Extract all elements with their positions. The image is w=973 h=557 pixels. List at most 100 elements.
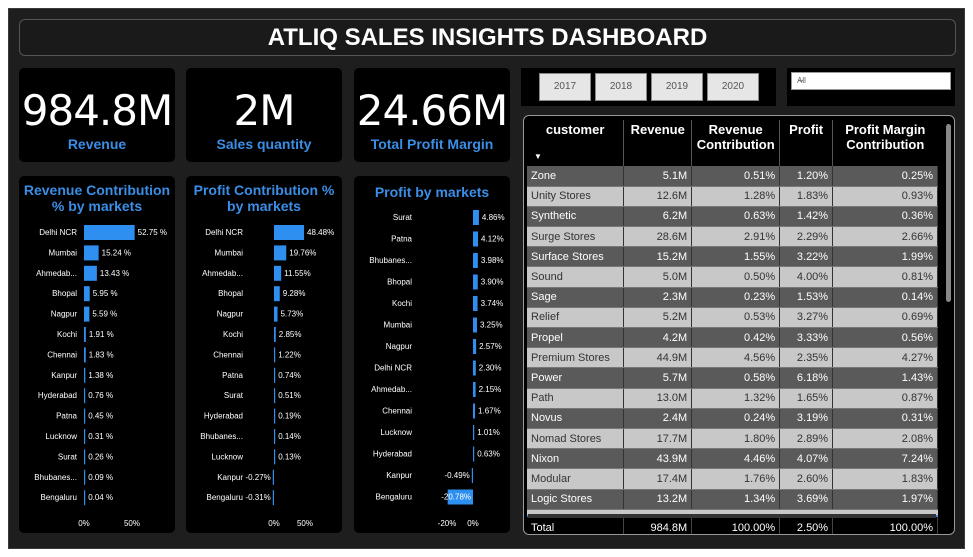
bar[interactable]	[473, 274, 478, 290]
bar[interactable]	[272, 490, 274, 506]
year-button-2019[interactable]: 2019	[651, 73, 703, 101]
table-row[interactable]: Surge Stores 28.6M 2.91% 2.29% 2.66%	[527, 226, 938, 248]
bar[interactable]	[84, 367, 86, 383]
value-cell: 2.08%	[832, 428, 938, 450]
category-label: Bengaluru	[376, 493, 412, 502]
bar[interactable]	[274, 429, 276, 444]
data-label: 0.51%	[278, 391, 301, 400]
bar[interactable]	[84, 449, 86, 465]
bar[interactable]	[274, 347, 276, 363]
bar[interactable]	[473, 382, 476, 397]
horizontal-scrollbar[interactable]	[528, 514, 936, 518]
table-row[interactable]: Sage 2.3M 0.23% 1.53% 0.14%	[527, 287, 938, 308]
bar[interactable]	[274, 265, 282, 281]
value-cell: 0.58%	[691, 367, 781, 389]
bar[interactable]	[84, 429, 86, 444]
value-cell: 3.19%	[779, 408, 834, 429]
data-label: -0.49%	[444, 471, 469, 480]
bar[interactable]	[274, 306, 278, 322]
bar[interactable]	[274, 367, 276, 383]
bar[interactable]	[84, 469, 86, 485]
column-header[interactable]: Revenue Contribution	[691, 120, 781, 166]
kpi-profit-margin-card: 24.66M Total Profit Margin	[354, 68, 510, 162]
bar[interactable]	[274, 245, 287, 261]
table-row[interactable]: Nomad Stores 17.7M 1.80% 2.89% 2.08%	[527, 428, 938, 450]
column-header[interactable]: Revenue	[623, 120, 693, 166]
bar[interactable]	[473, 231, 479, 247]
column-header[interactable]: customer	[527, 120, 625, 166]
bar[interactable]	[473, 339, 477, 354]
bar[interactable]	[84, 347, 86, 363]
table-row[interactable]: Premium Stores 44.9M 4.56% 2.35% 4.27%	[527, 347, 938, 369]
column-header[interactable]: Profit	[779, 120, 834, 166]
bar[interactable]	[84, 225, 135, 240]
title-bar: ATLIQ SALES INSIGHTS DASHBOARD	[19, 19, 956, 56]
value-cell: 4.2M	[623, 327, 693, 349]
bar[interactable]	[473, 446, 475, 462]
vertical-scrollbar[interactable]	[946, 124, 951, 302]
value-cell: 43.9M	[623, 448, 693, 470]
bar[interactable]	[473, 296, 478, 311]
table-row[interactable]: Zone 5.1M 0.51% 1.20% 0.25%	[527, 166, 938, 187]
bar[interactable]	[274, 408, 276, 424]
year-button-2017[interactable]: 2017	[539, 73, 591, 101]
table-row[interactable]: Modular 17.4M 1.76% 2.60% 1.83%	[527, 468, 938, 490]
bar[interactable]	[84, 306, 90, 322]
bar[interactable]	[274, 388, 276, 404]
bar[interactable]	[84, 490, 86, 506]
market-dropdown[interactable]: All ⌄	[791, 72, 951, 90]
table-row[interactable]: Surface Stores 15.2M 1.55% 3.22% 1.99%	[527, 246, 938, 268]
value-cell: 1.83%	[832, 468, 938, 490]
value-cell: 12.6M	[623, 186, 693, 207]
bar[interactable]	[473, 403, 476, 419]
table-row[interactable]: Novus 2.4M 0.24% 3.19% 0.31%	[527, 408, 938, 429]
bar[interactable]	[473, 253, 478, 268]
bar[interactable]	[447, 489, 473, 505]
table-row[interactable]: Path 13.0M 1.32% 1.65% 0.87%	[527, 388, 938, 409]
bar[interactable]	[84, 388, 86, 404]
customer-cell: Novus	[527, 408, 625, 429]
sort-desc-icon[interactable]: ▼	[534, 152, 542, 161]
value-cell: 0.50%	[691, 266, 781, 288]
bar[interactable]	[473, 425, 475, 440]
value-cell: 0.81%	[832, 266, 938, 288]
bar[interactable]	[272, 469, 274, 485]
category-label: Nagpur	[51, 310, 78, 319]
bar[interactable]	[274, 449, 276, 465]
kpi-quantity-label: Sales quantity	[216, 136, 312, 152]
value-cell: 3.33%	[779, 327, 834, 349]
bar[interactable]	[274, 225, 305, 240]
table-row[interactable]: Nixon 43.9M 4.46% 4.07% 7.24%	[527, 448, 938, 470]
data-label: 2.30%	[479, 364, 502, 373]
bar[interactable]	[274, 286, 280, 302]
bar[interactable]	[84, 286, 90, 302]
value-cell: 15.2M	[623, 246, 693, 268]
data-label: 3.90%	[481, 278, 504, 287]
value-cell: 0.23%	[691, 287, 781, 308]
value-cell: 0.14%	[832, 287, 938, 308]
bar[interactable]	[84, 327, 86, 342]
table-row[interactable]: Unity Stores 12.6M 1.28% 1.83% 0.93%	[527, 186, 938, 207]
table-row[interactable]: Relief 5.2M 0.53% 3.27% 0.69%	[527, 307, 938, 329]
bar[interactable]	[84, 265, 97, 281]
bar[interactable]	[473, 317, 477, 333]
table-row[interactable]: Sound 5.0M 0.50% 4.00% 0.81%	[527, 266, 938, 288]
year-button-2020[interactable]: 2020	[707, 73, 759, 101]
bar[interactable]	[84, 245, 99, 261]
category-label: Chennai	[382, 407, 412, 416]
table-row[interactable]: Logic Stores 13.2M 1.34% 3.69% 1.97%	[527, 489, 938, 510]
bar[interactable]	[274, 327, 276, 342]
table-row[interactable]: Synthetic 6.2M 0.63% 1.42% 0.36%	[527, 206, 938, 228]
data-label: 0.31 %	[88, 432, 113, 441]
customer-cell: Synthetic	[527, 206, 625, 228]
table-row[interactable]: Power 5.7M 0.58% 6.18% 1.43%	[527, 367, 938, 389]
bar[interactable]	[473, 210, 479, 225]
data-label: 19.76%	[289, 248, 316, 257]
bar[interactable]	[84, 408, 86, 424]
bar[interactable]	[471, 468, 473, 483]
column-header[interactable]: Profit Margin Contribution	[845, 122, 926, 152]
year-button-2018[interactable]: 2018	[595, 73, 647, 101]
data-label: 11.55%	[284, 269, 311, 278]
bar[interactable]	[473, 360, 476, 376]
table-row[interactable]: Propel 4.2M 0.42% 3.33% 0.56%	[527, 327, 938, 349]
